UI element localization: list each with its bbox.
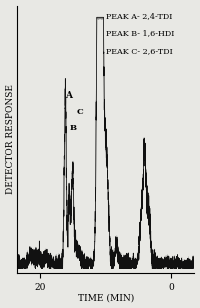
- Text: PEAK B- 1,6-HDI: PEAK B- 1,6-HDI: [106, 30, 174, 38]
- Y-axis label: DETECTOR RESPONSE: DETECTOR RESPONSE: [6, 84, 15, 194]
- X-axis label: TIME (MIN): TIME (MIN): [78, 294, 134, 302]
- Text: PEAK C- 2,6-TDI: PEAK C- 2,6-TDI: [106, 47, 173, 55]
- Text: C: C: [77, 108, 84, 116]
- Text: PEAK A- 2,4-TDI: PEAK A- 2,4-TDI: [106, 12, 172, 20]
- Text: A: A: [65, 91, 72, 100]
- Text: B: B: [70, 124, 77, 132]
